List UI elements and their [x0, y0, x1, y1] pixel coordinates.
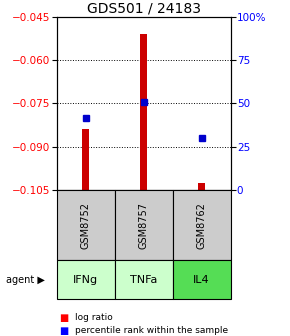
- Bar: [198, 183, 205, 190]
- Title: GDS501 / 24183: GDS501 / 24183: [86, 2, 201, 16]
- Text: IL4: IL4: [193, 275, 210, 285]
- Text: GSM8762: GSM8762: [197, 202, 206, 249]
- Text: ■: ■: [59, 312, 69, 323]
- Text: log ratio: log ratio: [75, 313, 113, 322]
- Text: GSM8752: GSM8752: [81, 202, 90, 249]
- Bar: [82, 129, 89, 190]
- Text: ■: ■: [59, 326, 69, 336]
- Bar: [140, 34, 147, 190]
- Text: percentile rank within the sample: percentile rank within the sample: [75, 327, 229, 335]
- Text: agent ▶: agent ▶: [6, 275, 45, 285]
- Text: GSM8757: GSM8757: [139, 202, 148, 249]
- Text: IFNg: IFNg: [73, 275, 98, 285]
- Text: TNFa: TNFa: [130, 275, 157, 285]
